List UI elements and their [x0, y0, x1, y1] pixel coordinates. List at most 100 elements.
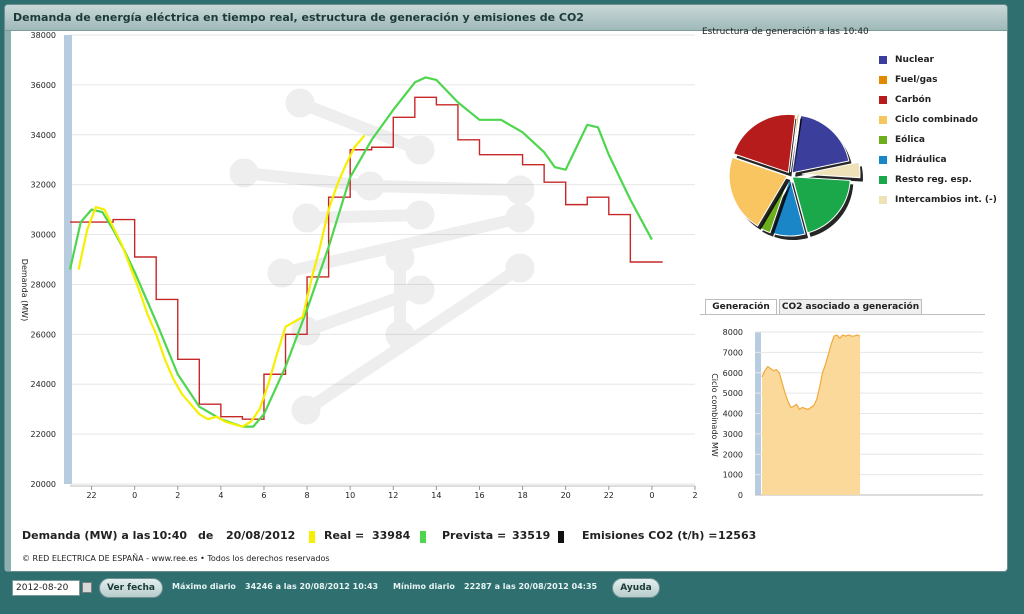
x-tick-label: 2	[175, 491, 180, 500]
legend-label: Hidráulica	[895, 155, 947, 165]
legend-swatch	[879, 76, 887, 84]
emisiones-value: 12563	[718, 529, 757, 542]
maximo-value: 34246 a las 20/08/2012 10:43	[245, 582, 379, 591]
legend-swatch	[879, 176, 887, 184]
legend-swatch	[879, 196, 887, 204]
mini-y-tick-label: 2000	[723, 450, 743, 459]
tab-underline	[700, 314, 985, 315]
y-tick-label: 34000	[31, 131, 56, 140]
real-label: Real =	[324, 529, 365, 542]
fecha-value: 20/08/2012	[226, 529, 296, 542]
y-axis-band	[64, 35, 72, 484]
y-tick-label: 22000	[31, 430, 56, 439]
x-tick-label: 20	[561, 491, 571, 500]
real-value: 33984	[372, 529, 411, 542]
pie-slice-shadow	[793, 118, 803, 177]
x-tick-label: 16	[474, 491, 484, 500]
series-prevista	[68, 76, 653, 428]
real-color-mark	[309, 531, 315, 543]
x-tick-label: 22	[86, 491, 96, 500]
x-tick-label: 14	[431, 491, 441, 500]
title-bar: Demanda de energía eléctrica en tiempo r…	[5, 5, 1007, 31]
legend-label: Nuclear	[895, 55, 934, 65]
legend-swatch	[879, 116, 887, 124]
mini-y-tick-label: 0	[738, 491, 743, 500]
mini-y-tick-label: 6000	[723, 369, 743, 378]
mini-y-tick-label: 7000	[723, 348, 743, 357]
legend-label: Carbón	[895, 95, 932, 105]
mini-y-tick-label: 8000	[723, 328, 743, 337]
pie-slice	[791, 114, 850, 174]
prevista-value: 33519	[512, 529, 551, 542]
mini-y-tick-label: 1000	[723, 471, 743, 480]
bottom-toolbar: Ver fecha Máximo diario 34246 a las 20/0…	[0, 574, 1024, 614]
pie-slice	[789, 113, 800, 173]
x-tick-label: 12	[388, 491, 398, 500]
y-tick-label: 32000	[31, 181, 56, 190]
pie-slice	[728, 156, 788, 227]
x-tick-label: 8	[305, 491, 310, 500]
demanda-label: Demanda (MW) a las	[22, 529, 151, 542]
x-tick-label: 2	[692, 491, 697, 500]
legend-label: Eólica	[895, 135, 925, 145]
series-programada	[70, 96, 663, 420]
tab-generacion[interactable]: Generación	[705, 299, 777, 315]
legend-label: Ciclo combinado	[895, 115, 978, 125]
calendar-icon[interactable]	[82, 582, 92, 593]
y-tick-label: 38000	[31, 31, 56, 40]
prevista-color-mark	[420, 531, 426, 543]
x-tick-label: 0	[649, 491, 654, 500]
main-panel: Demanda de energía eléctrica en tiempo r…	[4, 4, 1008, 572]
window-title: Demanda de energía eléctrica en tiempo r…	[13, 11, 584, 24]
legend-swatch	[879, 96, 887, 104]
y-tick-label: 30000	[31, 231, 56, 240]
x-tick-label: 22	[604, 491, 614, 500]
x-tick-label: 18	[517, 491, 527, 500]
legend-swatch	[879, 136, 887, 144]
y-tick-label: 28000	[31, 280, 56, 289]
status-row: Demanda (MW) a las 10:40 de 20/08/2012 R…	[16, 529, 776, 547]
x-tick-label: 4	[218, 491, 223, 500]
demand-chart: 2000022000240002600028000300003200034000…	[20, 31, 698, 500]
legend-label: Intercambios int. (-)	[895, 195, 997, 205]
left-edge-strip	[5, 31, 11, 571]
series-real	[77, 134, 366, 428]
x-tick-label: 6	[261, 491, 266, 500]
y-tick-label: 26000	[31, 330, 56, 339]
legend-swatch	[879, 56, 887, 64]
mini-ylabel: Ciclo combinado MW	[710, 373, 719, 457]
y-tick-label: 24000	[31, 380, 56, 389]
emisiones-label: Emisiones CO2 (t/h) =	[582, 529, 718, 542]
emisiones-color-mark	[558, 531, 564, 543]
pie-slice	[732, 113, 796, 174]
copyright-text: © RED ELECTRICA DE ESPAÑA - www.ree.es •…	[22, 554, 330, 563]
legend-label: Resto reg. esp.	[895, 175, 972, 185]
pie-slice	[801, 161, 861, 179]
ciclo-combinado-chart: 0 1000 2000 3000 4000 5000 6000 7000 8000 Ciclo …	[710, 328, 983, 500]
generation-pie-chart	[728, 113, 863, 240]
mini-y-tick-label: 3000	[723, 430, 743, 439]
legend-label: Fuel/gas	[895, 75, 938, 85]
de-label: de	[198, 529, 214, 542]
x-tick-label: 0	[132, 491, 137, 500]
mini-line	[761, 334, 861, 411]
hora-value: 10:40	[152, 529, 188, 542]
ver-fecha-button[interactable]: Ver fecha	[99, 578, 163, 598]
pie-slice	[791, 176, 851, 234]
prevista-label: Prevista =	[442, 529, 507, 542]
date-input[interactable]	[12, 580, 80, 596]
ayuda-button[interactable]: Ayuda	[612, 578, 660, 598]
y-tick-label: 36000	[31, 81, 56, 90]
tab-co2[interactable]: CO2 asociado a generación	[779, 299, 922, 315]
maximo-label: Máximo diario	[172, 582, 236, 591]
legend-swatch	[879, 156, 887, 164]
y-tick-label: 20000	[31, 480, 56, 489]
mini-y-tick-label: 5000	[723, 389, 743, 398]
x-tick-label: 10	[345, 491, 355, 500]
minimo-label: Mínimo diario	[393, 582, 455, 591]
mini-y-tick-label: 4000	[723, 410, 743, 419]
pie-title: Estructura de generación a las 10:40	[702, 27, 869, 37]
minimo-value: 22287 a las 20/08/2012 04:35	[464, 582, 598, 591]
demand-ylabel: Demanda (MW)	[20, 259, 29, 321]
mini-area	[762, 335, 860, 495]
